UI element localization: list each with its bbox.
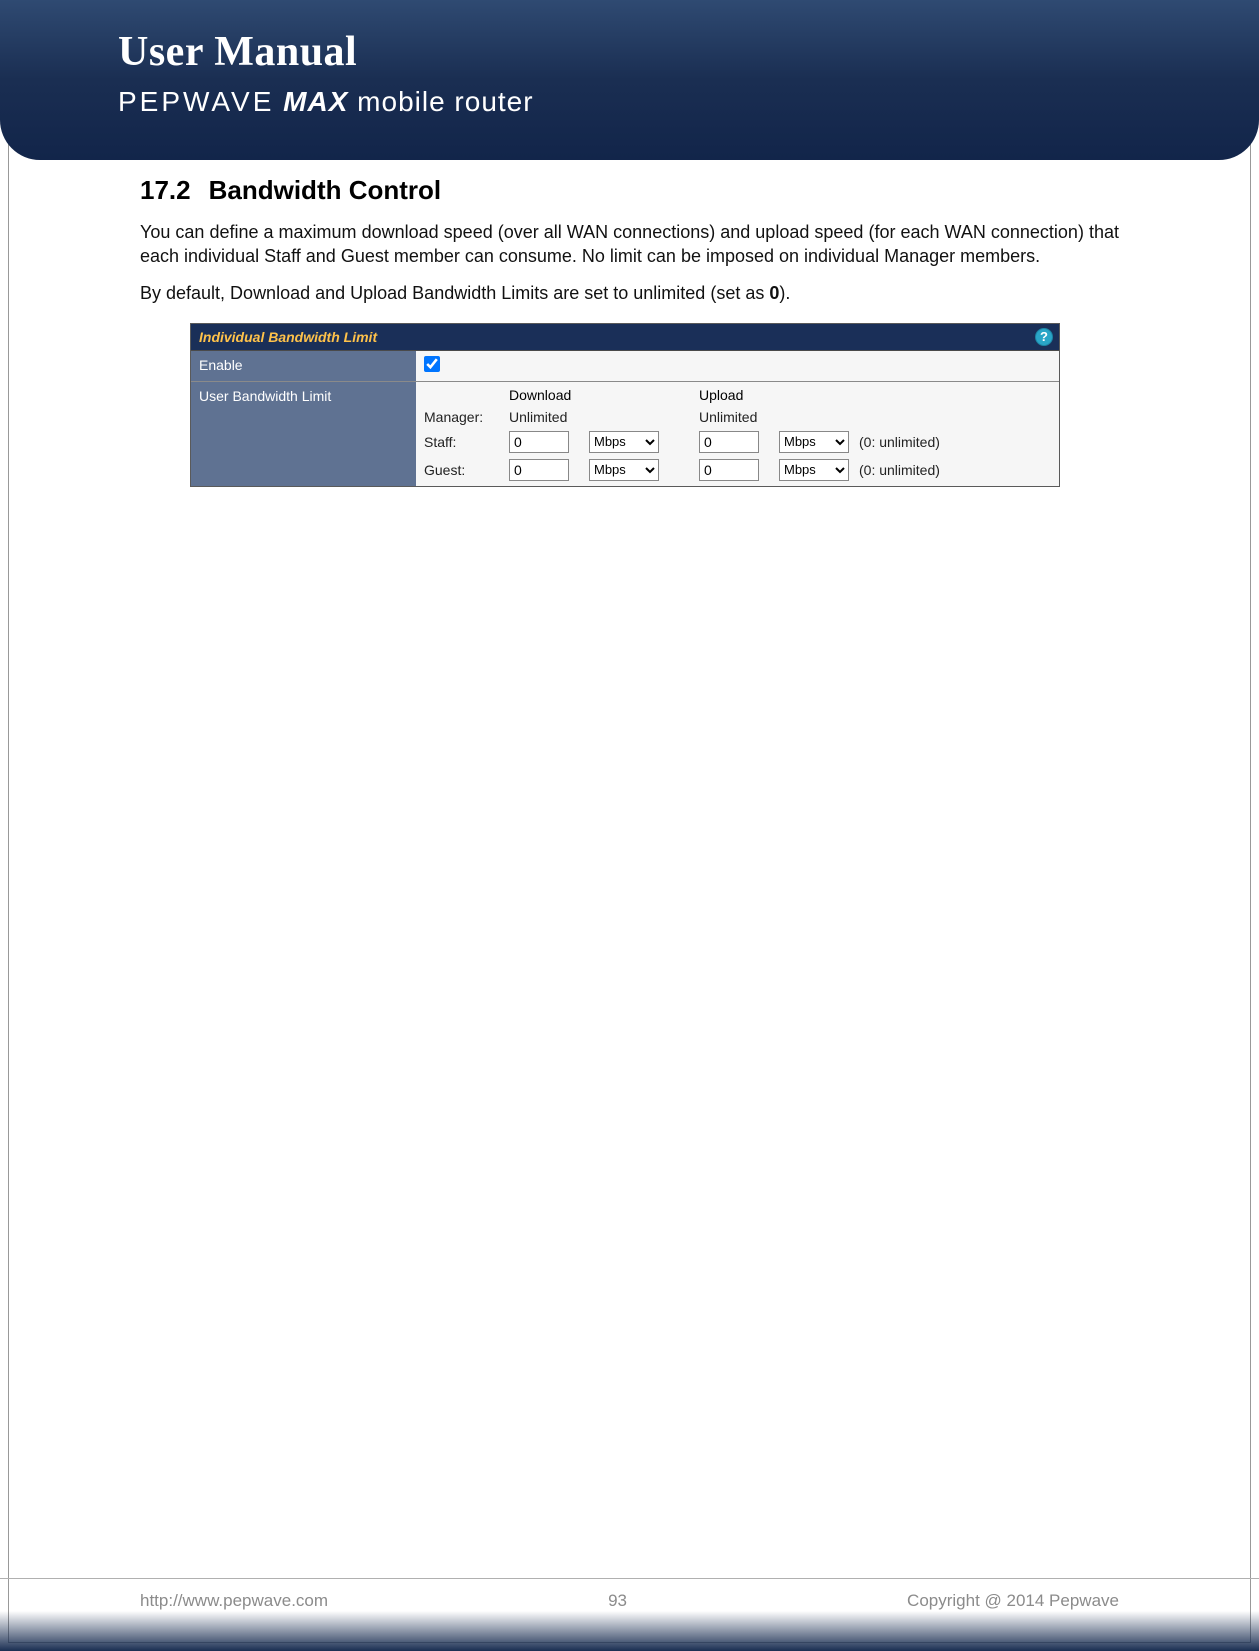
header-brand: PEPWAVE (118, 86, 274, 117)
footer-copyright: Copyright @ 2014 Pepwave (907, 1591, 1119, 1611)
guest-hint: (0: unlimited) (859, 462, 979, 478)
section-paragraph-1: You can define a maximum download speed … (140, 220, 1119, 269)
user-bandwidth-limit-label: User Bandwidth Limit (191, 382, 416, 486)
header-product: mobile router (357, 86, 533, 117)
document-header: User Manual PEPWAVE MAX mobile router (0, 0, 1259, 160)
enable-checkbox[interactable] (424, 356, 440, 372)
section-number: 17.2 (140, 175, 191, 205)
para2-bold: 0 (769, 283, 779, 303)
page-footer: http://www.pepwave.com 93 Copyright @ 20… (0, 1578, 1259, 1611)
bandwidth-limit-panel: Individual Bandwidth Limit ? Enable User… (190, 323, 1060, 487)
bandwidth-grid: Download Upload Manager: Unlimited Unlim… (424, 387, 1051, 481)
section-title: Bandwidth Control (209, 175, 442, 205)
manager-upload: Unlimited (699, 409, 859, 425)
manager-download: Unlimited (509, 409, 669, 425)
page-content: 17.2 Bandwidth Control You can define a m… (140, 175, 1119, 487)
download-header: Download (509, 387, 669, 403)
enable-label: Enable (191, 351, 416, 381)
para2-post: ). (779, 283, 790, 303)
guest-download-unit-select[interactable]: Mbps (589, 459, 659, 481)
section-paragraph-2: By default, Download and Upload Bandwidt… (140, 281, 1119, 305)
panel-title-row: Individual Bandwidth Limit ? (191, 324, 1059, 351)
staff-upload-input[interactable] (699, 431, 759, 453)
header-title: User Manual (118, 28, 1259, 76)
header-subtitle: PEPWAVE MAX mobile router (118, 86, 1259, 118)
guest-upload-input[interactable] (699, 459, 759, 481)
section-heading: 17.2 Bandwidth Control (140, 175, 1119, 206)
staff-label: Staff: (424, 434, 509, 450)
staff-download-unit-select[interactable]: Mbps (589, 431, 659, 453)
guest-upload-unit-select[interactable]: Mbps (779, 459, 849, 481)
user-bandwidth-limit-row: User Bandwidth Limit Download Upload Man… (191, 382, 1059, 486)
user-bandwidth-limit-body: Download Upload Manager: Unlimited Unlim… (416, 382, 1059, 486)
para2-pre: By default, Download and Upload Bandwidt… (140, 283, 769, 303)
enable-body (416, 351, 1059, 381)
upload-header: Upload (699, 387, 859, 403)
staff-hint: (0: unlimited) (859, 434, 979, 450)
footer-fade (0, 1611, 1259, 1651)
footer-url: http://www.pepwave.com (140, 1591, 328, 1611)
enable-row: Enable (191, 351, 1059, 382)
help-icon[interactable]: ? (1035, 328, 1053, 346)
staff-upload-unit-select[interactable]: Mbps (779, 431, 849, 453)
staff-download-input[interactable] (509, 431, 569, 453)
footer-page-number: 93 (608, 1591, 627, 1611)
header-model: MAX (283, 86, 348, 117)
guest-download-input[interactable] (509, 459, 569, 481)
manager-label: Manager: (424, 409, 509, 425)
guest-label: Guest: (424, 462, 509, 478)
panel-title: Individual Bandwidth Limit (199, 329, 377, 345)
